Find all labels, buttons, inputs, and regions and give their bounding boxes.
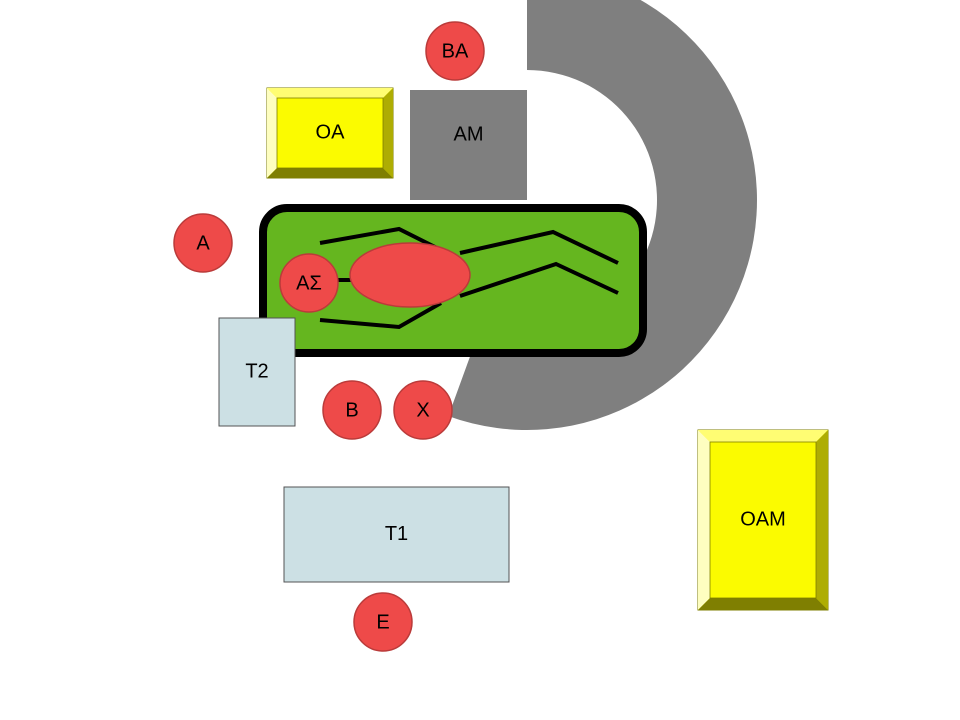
node-oam: OAM: [698, 430, 828, 610]
node-oam-label: OAM: [740, 508, 786, 530]
node-x-label: X: [416, 399, 429, 421]
node-am-label: AM: [454, 123, 484, 145]
node-t2-label: T2: [245, 360, 268, 382]
node-oa: OA: [267, 88, 393, 178]
node-ba-label: BA: [442, 40, 469, 62]
node-b-label: B: [345, 399, 358, 421]
node-a-label: A: [196, 232, 210, 254]
node-oa-label: OA: [316, 121, 346, 143]
patient-body: [350, 243, 470, 307]
node-e-label: E: [376, 611, 389, 633]
node-t1-label: T1: [385, 523, 408, 545]
node-as-label: ΑΣ: [296, 272, 322, 294]
